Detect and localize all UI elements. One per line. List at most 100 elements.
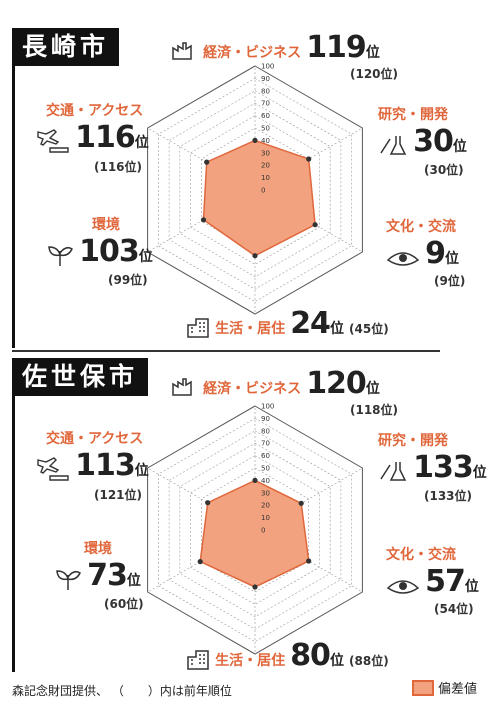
tick-label: 60 (261, 112, 270, 120)
radar-chart: 0 10 20 30 40 50 60 70 80 90 100 (147, 403, 363, 655)
data-point (306, 156, 312, 162)
category-rank: 119 (306, 30, 367, 65)
data-point (252, 253, 258, 259)
category-label: 環境 (92, 217, 120, 233)
legend: 偏差値 (412, 677, 477, 697)
city-bar (12, 64, 15, 348)
data-point (252, 584, 258, 590)
category-economy: 経済・ビジネス 119位 (120位) (172, 30, 398, 82)
category-unit: 位 (464, 579, 479, 595)
category-rank: 73 (87, 558, 128, 593)
tick-label: 80 (261, 427, 270, 435)
data-point (205, 500, 211, 506)
section-divider (12, 350, 440, 352)
category-prev-rank: (88位) (349, 654, 389, 668)
category-unit: 位 (134, 463, 149, 479)
category-transport: 交通・アクセス 113位 (121位) (36, 428, 149, 503)
category-unit: 位 (134, 135, 149, 151)
category-prev-rank: (99位) (108, 272, 148, 287)
tick-label: 60 (261, 452, 270, 460)
grid-ring (158, 418, 352, 642)
tick-label: 90 (261, 415, 270, 423)
category-prev-rank: (116位) (94, 159, 143, 174)
tick-label: 80 (261, 87, 270, 95)
category-environment: 環境 103位 (99位) (46, 214, 153, 288)
grid-ring (179, 102, 331, 278)
category-unit: 位 (126, 573, 141, 589)
tick-label: 50 (261, 465, 270, 473)
category-culture: 文化・交流 57位 (54位) (386, 544, 479, 617)
data-point (252, 477, 258, 483)
eye-icon (386, 574, 420, 600)
legend-swatch (412, 679, 434, 696)
data-point (312, 222, 318, 228)
plane-icon (36, 456, 70, 486)
category-unit: 位 (329, 653, 344, 669)
city-title: 佐世保市 (12, 358, 149, 396)
tick-label: 70 (261, 100, 270, 108)
category-label: 環境 (84, 541, 112, 557)
tick-label: 30 (261, 489, 270, 497)
category-label: 経済・ビジネス (203, 381, 302, 397)
data-point (200, 217, 207, 223)
category-prev-rank: (54位) (434, 601, 474, 616)
category-economy: 経済・ビジネス 120位 (118位) (172, 366, 398, 418)
category-research: 研究・開発 30位 (30位) (378, 104, 467, 178)
category-unit: 位 (444, 251, 459, 267)
category-unit: 位 (329, 321, 344, 337)
category-prev-rank: (120位) (350, 67, 399, 81)
building-icon (186, 647, 210, 675)
data-point (298, 500, 304, 506)
category-label: 文化・交流 (386, 547, 456, 563)
category-label: 交通・アクセス (46, 103, 144, 119)
category-unit: 位 (365, 45, 380, 61)
chart-panel-nagasaki: 長崎市 0 10 20 30 40 50 60 70 80 90 100 経済・ビジネス 119位 … (0, 0, 500, 350)
data-area (199, 479, 310, 588)
tick-label: 30 (261, 149, 270, 157)
category-rank: 57 (425, 564, 466, 599)
city-bar (12, 392, 15, 672)
category-label: 研究・開発 (378, 433, 448, 449)
tick-label: 90 (261, 75, 270, 83)
factory-icon (172, 377, 198, 400)
category-prev-rank: (133位) (424, 488, 473, 503)
building-icon (186, 315, 210, 343)
eye-icon (386, 246, 420, 272)
category-research: 研究・開発 133位 (133位) (378, 430, 487, 504)
category-label: 文化・交流 (386, 219, 456, 235)
tick-label: 40 (261, 137, 270, 145)
lab-icon (378, 133, 408, 161)
chart-panel-sasebo: 佐世保市 0 10 20 30 40 50 60 70 80 90 100 経済・ビジネス 120位… (0, 358, 500, 674)
category-culture: 文化・交流 9位 (9位) (386, 216, 465, 289)
grid-ring (168, 90, 342, 290)
category-unit: 位 (138, 249, 153, 265)
category-prev-rank: (30位) (424, 162, 464, 177)
grid-ring (179, 442, 331, 618)
category-label: 経済・ビジネス (203, 45, 302, 61)
category-prev-rank: (9位) (434, 273, 466, 288)
category-rank: 133 (413, 450, 474, 485)
city-title: 長崎市 (12, 28, 120, 66)
category-rank: 120 (306, 366, 367, 401)
tick-label: 40 (261, 477, 270, 485)
data-area (202, 139, 316, 257)
data-point (306, 558, 312, 564)
category-label: 生活・居住 (215, 321, 286, 337)
category-rank: 30 (413, 124, 454, 159)
category-unit: 位 (472, 465, 487, 481)
radar-chart: 0 10 20 30 40 50 60 70 80 90 100 (147, 63, 363, 315)
tick-label: 10 (261, 174, 270, 182)
category-environment: 環境 73位 (60位) (54, 538, 144, 612)
category-prev-rank: (45位) (349, 322, 389, 336)
category-rank: 103 (79, 234, 140, 269)
grid-ring (168, 430, 342, 630)
tick-label: 0 (261, 187, 265, 195)
category-unit: 位 (365, 381, 380, 397)
tick-label: 100 (261, 63, 274, 71)
plant-icon (46, 243, 74, 271)
tick-label: 20 (261, 502, 270, 510)
data-point (252, 137, 258, 143)
data-point (197, 559, 203, 565)
category-rank: 116 (75, 120, 136, 155)
category-label: 研究・開発 (378, 107, 448, 123)
